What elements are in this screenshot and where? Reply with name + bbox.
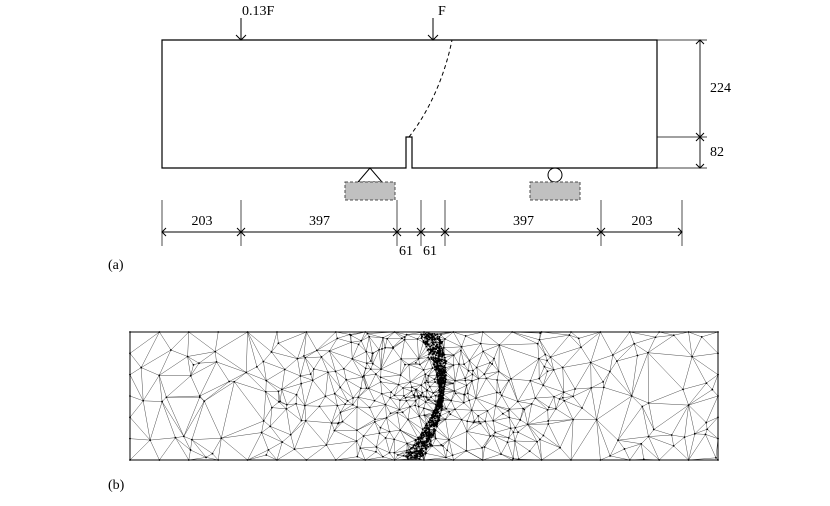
dim-label: 61 [423,244,437,260]
force-label-1: 0.13F [242,4,274,20]
subfigure-label-a: (a) [108,258,124,274]
dim-label: 203 [632,214,653,230]
dim-label: 82 [710,145,724,161]
subfigure-label-b: (b) [108,478,124,494]
dim-label: 397 [513,214,534,230]
force-label-2: F [438,4,446,20]
dim-label: 203 [192,214,213,230]
dim-label: 224 [710,81,731,97]
dim-label: 61 [399,244,413,260]
dim-label: 397 [309,214,330,230]
diagram-b [0,0,830,506]
